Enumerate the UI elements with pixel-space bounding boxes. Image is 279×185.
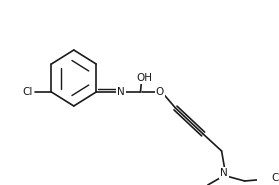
Text: OH: OH [136, 73, 152, 83]
Text: O: O [156, 87, 164, 97]
Text: Cl: Cl [22, 87, 33, 97]
Text: Cl: Cl [272, 173, 279, 183]
Text: N: N [117, 87, 125, 97]
Text: N: N [220, 168, 228, 178]
